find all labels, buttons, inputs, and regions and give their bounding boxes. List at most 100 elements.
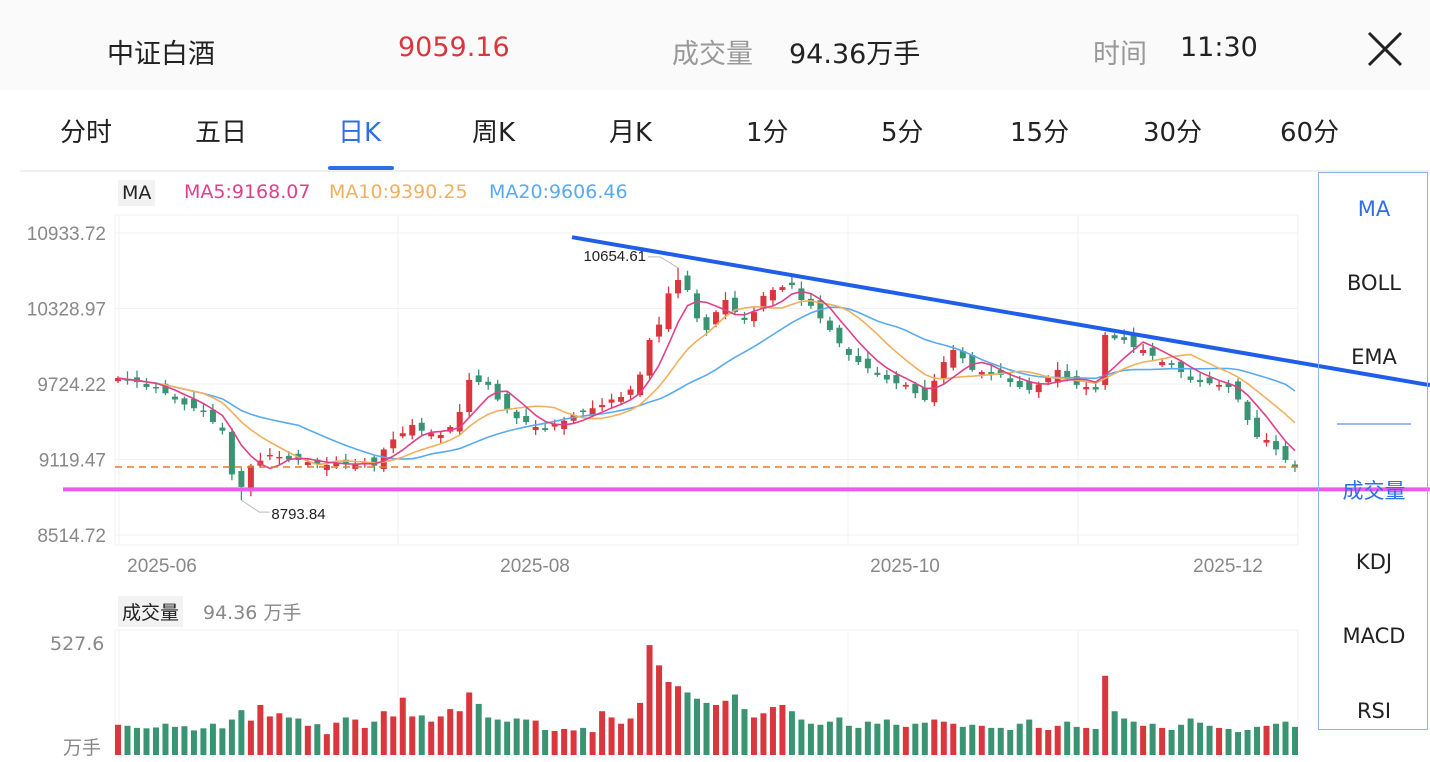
volume-bar — [997, 727, 1004, 755]
volume-bar — [988, 727, 995, 755]
volume-bar — [171, 726, 178, 755]
indicator-rsi[interactable]: RSI — [1356, 699, 1392, 723]
max-leader-line — [648, 256, 679, 269]
candle — [466, 373, 473, 418]
candle-body — [883, 374, 890, 380]
indicator-volume[interactable]: 成交量 — [1342, 479, 1406, 503]
tab-60min[interactable]: 60分 — [1280, 118, 1340, 148]
tab-monthly-k[interactable]: 月K — [609, 118, 653, 148]
volume-bar — [589, 732, 596, 755]
volume-bar — [333, 722, 340, 755]
candle — [1130, 327, 1137, 353]
volume-bar — [1111, 711, 1118, 755]
close-button[interactable] — [1366, 30, 1404, 68]
candle — [874, 366, 881, 377]
volume-bar — [817, 724, 824, 755]
x-tick-label: 2025-10 — [870, 556, 940, 577]
candle-body — [333, 463, 340, 467]
tab-5min[interactable]: 5分 — [881, 118, 924, 148]
candle — [656, 316, 663, 343]
volume-bar — [523, 719, 530, 755]
candle — [855, 348, 862, 365]
tab-weekly-k[interactable]: 周K — [472, 118, 516, 148]
candle-body — [826, 320, 833, 330]
volume-bar — [418, 715, 425, 755]
volume-bar — [124, 725, 131, 755]
volume-bar — [684, 692, 691, 755]
candle-body — [893, 375, 900, 384]
y-tick-label: 8514.72 — [37, 526, 106, 547]
tab-1min[interactable]: 1分 — [746, 118, 789, 148]
candle-body — [978, 372, 985, 375]
candle — [181, 396, 188, 411]
indicator-boll[interactable]: BOLL — [1347, 271, 1401, 295]
volume-bar — [722, 700, 729, 755]
volume-bar — [1073, 726, 1080, 755]
volume-bar — [1102, 675, 1109, 755]
tab-30min[interactable]: 30分 — [1143, 118, 1203, 148]
candle-body — [1235, 381, 1242, 400]
tab-daily-k[interactable]: 日K — [338, 118, 382, 148]
volume-bar — [314, 724, 321, 755]
volume-bar — [494, 719, 501, 755]
candle — [912, 381, 919, 399]
candle-body — [1035, 384, 1042, 393]
candle-body — [219, 427, 226, 431]
volume-bar — [447, 709, 454, 755]
ma10-line — [117, 300, 1296, 466]
candle-body — [266, 454, 273, 457]
volume-bar — [665, 682, 672, 755]
candle-body — [181, 398, 188, 405]
candle-body — [409, 424, 416, 436]
tab-15min[interactable]: 15分 — [1010, 118, 1070, 148]
candle — [722, 292, 729, 320]
candle-body — [171, 396, 178, 400]
ma10-legend: MA10:9390.25 — [329, 181, 468, 203]
active-tab-indicator — [328, 166, 394, 170]
candle — [1197, 373, 1204, 387]
candle — [494, 379, 501, 402]
candle — [200, 403, 207, 417]
time-value: 11:30 — [1180, 32, 1258, 63]
candle-body — [276, 456, 283, 459]
volume-bar — [769, 707, 776, 755]
volume-bar — [1273, 723, 1280, 755]
candle — [1187, 368, 1194, 383]
volume-bar — [836, 717, 843, 755]
candle-body — [1140, 349, 1147, 354]
candle — [1263, 433, 1270, 447]
indicator-macd[interactable]: MACD — [1342, 624, 1406, 648]
candle-body — [475, 375, 482, 383]
candle-body — [712, 312, 719, 325]
indicator-ma[interactable]: MA — [1357, 197, 1391, 221]
indicator-ema[interactable]: EMA — [1351, 345, 1397, 369]
candle — [447, 425, 454, 434]
tab-five-day[interactable]: 五日 — [195, 118, 248, 148]
volume-bar — [788, 711, 795, 755]
candle — [665, 286, 672, 332]
volume-bar — [1168, 729, 1175, 755]
volume-bar — [1007, 729, 1014, 755]
candle — [694, 289, 701, 323]
indicator-kdj[interactable]: KDJ — [1355, 550, 1393, 574]
candle-body — [1016, 380, 1023, 388]
candle — [902, 382, 909, 390]
volume-bar — [1225, 728, 1232, 755]
candle-body — [1187, 376, 1194, 380]
candle-body — [807, 298, 814, 306]
volume-bar — [152, 727, 159, 755]
candle-body — [741, 317, 748, 320]
candle-body — [997, 370, 1004, 375]
volume-bar — [551, 731, 558, 755]
volume-value: 94.36万手 — [789, 39, 921, 70]
candle — [133, 370, 140, 388]
candle-body — [1244, 401, 1251, 420]
volume-bar — [646, 645, 653, 755]
volume-bar — [912, 723, 919, 755]
tab-intraday[interactable]: 分时 — [60, 118, 113, 148]
volume-bar — [599, 711, 606, 755]
volume-bar — [1016, 723, 1023, 755]
volume-bar — [627, 718, 634, 755]
volume-panel-frame — [114, 629, 1299, 758]
